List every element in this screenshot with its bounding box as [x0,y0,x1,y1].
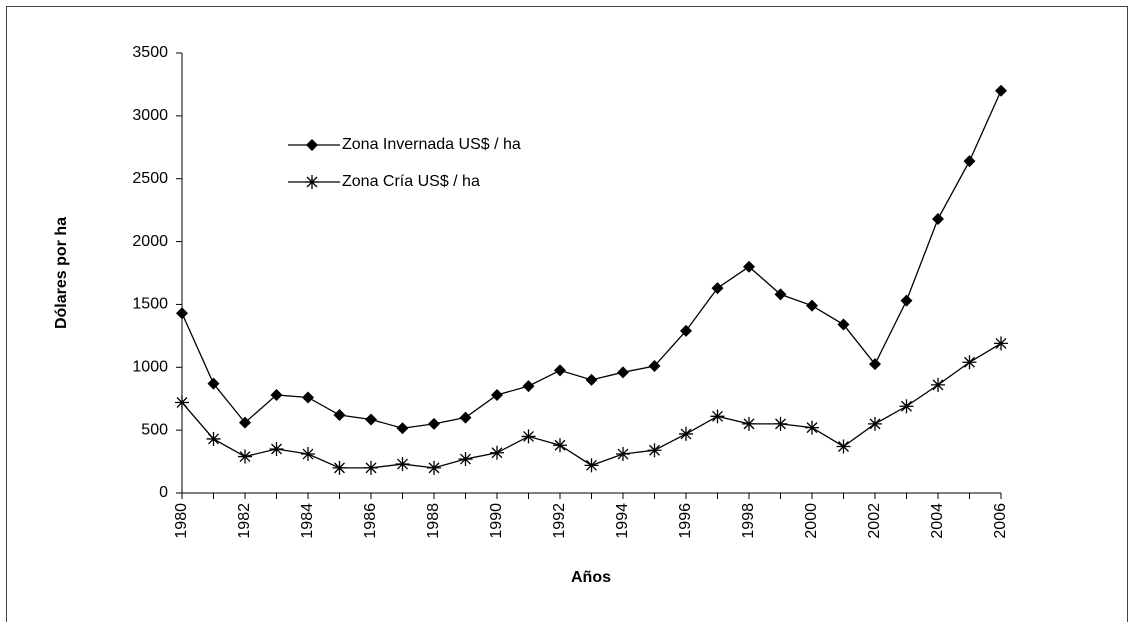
legend-marker [305,175,319,189]
marker [270,388,283,401]
x-tick-label: 1996 [677,503,694,539]
marker [238,449,252,464]
marker [963,155,976,168]
x-tick-label: 1998 [740,503,757,539]
marker [428,417,440,430]
marker [868,416,882,431]
frame [6,6,1128,622]
y-tick-label: 1000 [132,359,168,376]
marker [647,443,662,458]
marker [962,355,977,370]
marker [176,307,188,320]
x-axis-title: Años [571,569,611,586]
x-tick-label: 2006 [992,503,1009,539]
x-tick-label: 1994 [614,503,631,539]
marker [806,299,818,312]
marker [932,212,944,225]
y-tick-label: 2500 [132,170,168,187]
x-tick-label: 2004 [929,503,946,539]
x-tick-label: 2002 [866,503,883,539]
marker [490,445,504,460]
marker [710,409,725,424]
marker [900,294,913,307]
marker [774,288,787,301]
marker [459,411,472,424]
marker [206,431,221,446]
marker [333,409,346,422]
marker [836,439,851,454]
marker [837,318,850,331]
marker [365,413,377,426]
marker [931,377,945,392]
marker [616,447,630,462]
marker [395,457,410,472]
marker [648,360,661,373]
marker [207,377,220,390]
marker [458,452,473,467]
marker [585,373,598,386]
marker [994,336,1008,351]
marker [521,429,536,444]
marker [899,399,914,414]
y-tick-label: 500 [141,421,168,438]
marker [805,420,819,435]
y-tick-label: 3000 [132,107,168,124]
x-tick-label: 1980 [173,503,190,539]
legend-label: Zona Cría US$ / ha [342,173,480,190]
marker [302,391,314,404]
y-tick-label: 3500 [132,44,168,61]
y-tick-label: 0 [159,484,168,501]
marker [553,438,567,453]
marker [679,426,693,441]
marker [617,366,629,379]
marker [680,324,692,337]
x-tick-label: 1982 [236,503,253,539]
marker [301,447,315,462]
marker [332,460,347,475]
x-tick-label: 1990 [488,503,505,539]
marker [554,364,566,377]
marker [742,416,756,431]
x-tick-label: 1988 [425,503,442,539]
marker [427,460,441,475]
marker [491,388,503,401]
marker [522,380,535,393]
x-tick-label: 1984 [299,503,316,539]
y-axis-title: Dólares por ha [53,217,70,329]
marker [869,358,881,371]
y-tick-label: 2000 [132,233,168,250]
x-tick-label: 1992 [551,503,568,539]
marker [773,416,788,431]
marker [995,84,1007,97]
legend-marker [306,139,318,151]
marker [743,260,755,273]
marker [396,422,409,435]
marker [584,458,599,473]
x-tick-label: 1986 [362,503,379,539]
y-tick-label: 1500 [132,296,168,313]
marker [711,282,724,295]
legend-label: Zona Invernada US$ / ha [342,136,521,153]
marker [175,395,189,410]
marker [364,460,378,475]
marker [269,442,284,456]
marker [239,416,251,429]
x-tick-label: 2000 [803,503,820,539]
